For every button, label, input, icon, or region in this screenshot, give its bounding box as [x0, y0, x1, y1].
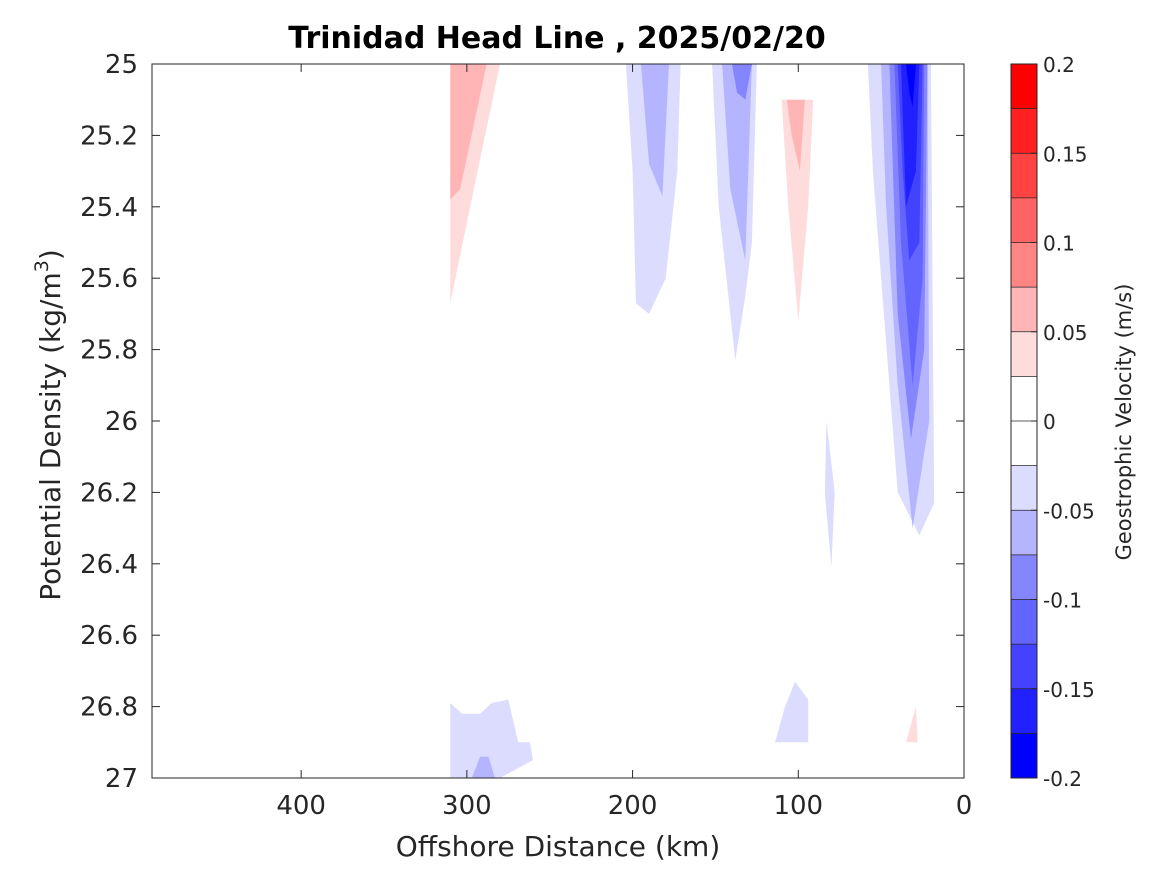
y-tick-label: 25.6 — [80, 264, 138, 294]
colorbar-swatch — [1011, 287, 1037, 333]
x-tick-labels: 400 300 200 100 0 — [276, 791, 972, 821]
y-tick-label: 27 — [105, 764, 138, 794]
colorbar-swatch — [1011, 599, 1037, 645]
colorbar — [1011, 64, 1037, 779]
colorbar-tick-label: 0.2 — [1043, 53, 1075, 77]
colorbar-swatch — [1011, 554, 1037, 600]
colorbar-swatch — [1011, 376, 1037, 422]
plot-frame — [151, 63, 965, 779]
colorbar-swatch — [1011, 153, 1037, 199]
colorbar-swatch — [1011, 421, 1037, 466]
colorbar-swatch — [1011, 688, 1037, 734]
contour-region-18 — [901, 64, 920, 207]
contour-region-10 — [781, 99, 814, 321]
x-tick-label: 200 — [608, 791, 658, 821]
colorbar-tick-label: -0.15 — [1043, 678, 1095, 702]
contour-region-20 — [642, 538, 661, 700]
colorbar-tick-label: -0.2 — [1043, 767, 1082, 791]
contour-region-23 — [906, 706, 918, 743]
colorbar-swatch — [1011, 108, 1037, 154]
colorbar-swatch — [1011, 510, 1037, 556]
y-tick-labels: 25 25.2 25.4 25.6 25.8 26 26.2 26.4 26.6 26.8 27 — [80, 50, 138, 794]
y-tick-label: 26.2 — [80, 478, 138, 508]
contour-region-11 — [786, 99, 805, 172]
contour-region-8 — [732, 64, 752, 100]
colorbar-swatch — [1011, 644, 1037, 690]
y-tick-label: 25.2 — [80, 121, 138, 151]
colorbar-tick-label: 0.15 — [1043, 142, 1088, 166]
x-tick-label: 100 — [773, 791, 823, 821]
y-tick-label: 25 — [105, 50, 138, 80]
colorbar-swatch — [1011, 465, 1037, 511]
colorbar-swatch — [1011, 733, 1037, 779]
x-tick-label: 400 — [276, 791, 326, 821]
colorbar-swatch — [1011, 64, 1037, 109]
contour-region-25 — [471, 756, 495, 778]
x-tick-label: 300 — [442, 791, 492, 821]
colorbar-ticks: 0.2 0.15 0.1 0.05 0 -0.05 -0.1 -0.15 -0.2 — [1031, 53, 1095, 791]
contour-region-24 — [450, 699, 534, 778]
contour-region-19 — [906, 64, 916, 107]
y-tick-label: 26.6 — [80, 621, 138, 651]
colorbar-tick-label: 0.05 — [1043, 321, 1088, 345]
contour-region-4 — [625, 64, 681, 314]
colorbar-swatch — [1011, 197, 1037, 243]
contour-region-26 — [775, 681, 809, 743]
plot-area — [152, 64, 964, 778]
y-tick-label: 25.8 — [80, 336, 138, 366]
chart-title: Trinidad Head Line , 2025/02/20 — [288, 21, 825, 56]
colorbar-swatch — [1011, 242, 1037, 288]
x-tick-label: 0 — [956, 791, 973, 821]
y-tick-label: 26.8 — [80, 693, 138, 723]
colorbar-label: Geostrophic Velocity (m/s) — [1112, 284, 1136, 561]
contour-fills — [450, 64, 935, 778]
contour-region-7 — [722, 64, 752, 261]
colorbar-tick-label: 0 — [1043, 410, 1056, 434]
contour-region-9 — [773, 81, 822, 557]
colorbar-tick-label: 0.1 — [1043, 232, 1075, 256]
contour-region-5 — [640, 64, 669, 197]
colorbar-tick-label: -0.05 — [1043, 499, 1095, 523]
y-tick-label: 25.4 — [80, 193, 138, 223]
y-tick-label: 26 — [105, 407, 138, 437]
colorbar-swatch — [1011, 331, 1037, 377]
y-tick-label: 26.4 — [80, 550, 138, 580]
contour-region-2 — [450, 64, 487, 200]
y-axis-label: Potential Density (kg/m3) — [31, 249, 67, 601]
x-axis-label: Offshore Distance (km) — [396, 830, 721, 863]
contour-region-12 — [824, 421, 835, 568]
colorbar-tick-label: -0.1 — [1043, 589, 1082, 613]
contour-region-21 — [723, 713, 736, 743]
contour-region-3 — [566, 64, 597, 236]
